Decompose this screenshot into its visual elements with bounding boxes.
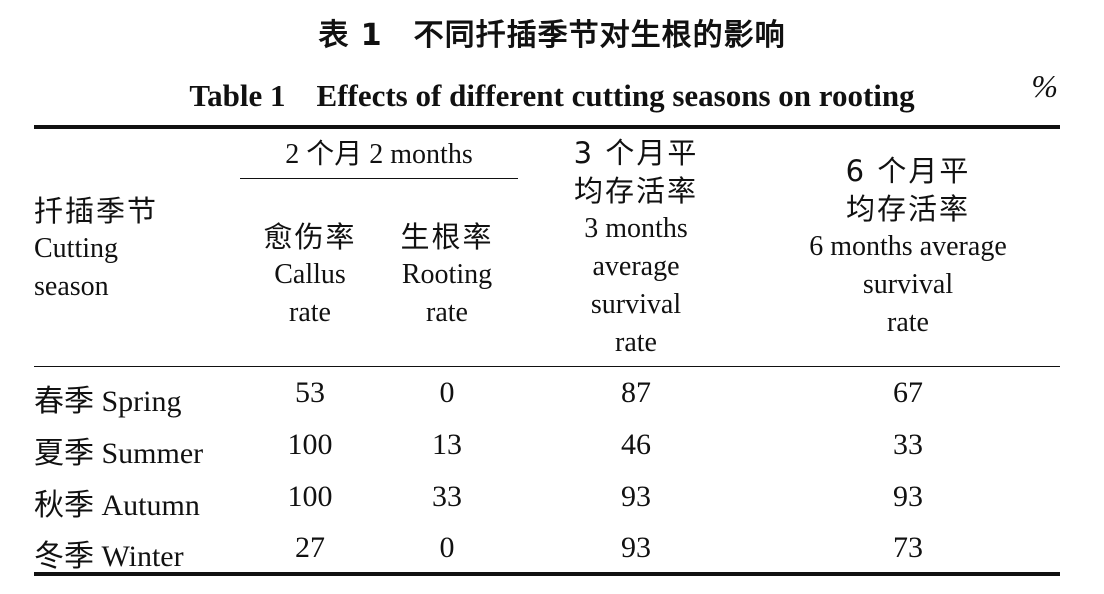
cell-spring-rooting: 0 xyxy=(439,376,455,409)
row-label-summer: 夏季 Summer xyxy=(34,437,204,470)
header-six-months-en-2: survival xyxy=(862,269,954,300)
header-six-months: 6 个月平 均存活率 6 months average survival rat… xyxy=(758,152,1058,342)
cell-autumn-6m: 93 xyxy=(893,480,923,513)
cell-autumn-callus: 100 xyxy=(287,480,333,513)
top-rule xyxy=(34,125,1060,129)
cell-winter-callus: 27 xyxy=(295,531,325,564)
header-callus: 愈伤率 Callus rate xyxy=(240,218,380,332)
header-three-months-en-1: 3 months xyxy=(584,213,688,244)
two-months-subrule xyxy=(240,178,518,179)
table-title-english: Table 1 Effects of different cutting sea… xyxy=(189,78,915,113)
header-rooting: 生根率 Rooting rate xyxy=(376,218,518,332)
header-season-en-2: season xyxy=(34,271,109,302)
cell-spring-3m: 87 xyxy=(621,376,651,409)
header-three-months-cn-2: 均存活率 xyxy=(573,174,698,208)
header-six-months-en-1: 6 months average xyxy=(809,231,1007,262)
header-three-months-cn-1: 3 个月平 xyxy=(573,136,699,170)
cell-winter-rooting: 0 xyxy=(439,531,455,564)
cell-spring-callus: 53 xyxy=(295,376,325,409)
header-six-months-cn-1: 6 个月平 xyxy=(845,154,971,188)
cell-summer-rooting: 13 xyxy=(432,428,462,461)
cell-spring-6m: 67 xyxy=(893,376,923,409)
table-title-chinese: 表 1 不同扦插季节对生根的影响 xyxy=(318,18,786,53)
header-six-months-en-3: rate xyxy=(887,307,929,338)
header-callus-en-2: rate xyxy=(289,297,331,328)
header-three-months-en-3: survival xyxy=(590,289,682,320)
header-rooting-cn: 生根率 xyxy=(400,220,494,254)
header-three-months-en-4: rate xyxy=(615,327,657,358)
header-rooting-en-2: rate xyxy=(426,297,468,328)
row-label-spring: 春季 Spring xyxy=(34,385,182,418)
header-season-en-1: Cutting xyxy=(34,233,119,264)
cell-autumn-rooting: 33 xyxy=(432,480,462,513)
bottom-rule xyxy=(34,572,1060,576)
header-bottom-rule xyxy=(34,366,1060,367)
cell-summer-3m: 46 xyxy=(621,428,651,461)
row-label-winter: 冬季 Winter xyxy=(34,540,184,573)
header-three-months-en-2: average xyxy=(592,251,680,282)
header-callus-en-1: Callus xyxy=(274,259,346,290)
header-season: 扦插季节 Cutting season xyxy=(34,192,224,306)
cell-winter-3m: 93 xyxy=(621,531,651,564)
header-six-months-cn-2: 均存活率 xyxy=(845,192,970,226)
header-rooting-en-1: Rooting xyxy=(401,259,493,290)
row-label-autumn: 秋季 Autumn xyxy=(34,489,200,522)
cell-summer-callus: 100 xyxy=(287,428,333,461)
header-three-months: 3 个月平 均存活率 3 months average survival rat… xyxy=(540,134,732,362)
header-two-months: 2 个月 2 months xyxy=(285,139,473,170)
table-unit: % xyxy=(1031,68,1058,104)
header-callus-cn: 愈伤率 xyxy=(263,220,357,254)
cell-autumn-3m: 93 xyxy=(621,480,651,513)
cell-summer-6m: 33 xyxy=(893,428,923,461)
header-season-cn: 扦插季节 xyxy=(34,194,159,228)
cell-winter-6m: 73 xyxy=(893,531,923,564)
